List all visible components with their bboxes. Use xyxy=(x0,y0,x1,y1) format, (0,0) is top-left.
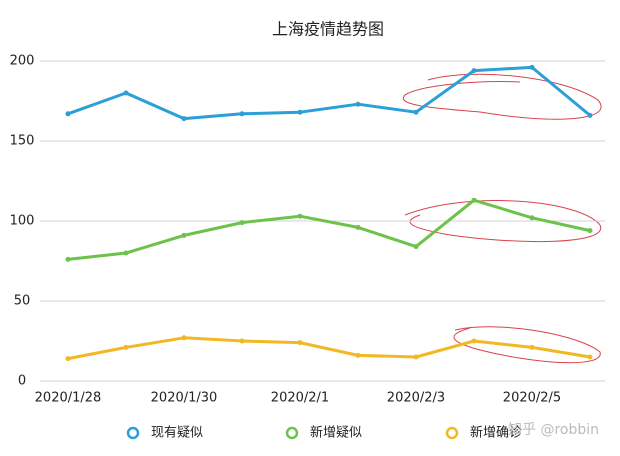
series-line xyxy=(67,336,591,361)
series-line xyxy=(67,65,591,121)
legend-marker xyxy=(126,426,140,440)
data-point xyxy=(529,64,535,70)
data-point xyxy=(239,338,245,344)
data-point xyxy=(413,109,419,115)
x-tick-label: 2020/1/28 xyxy=(35,391,102,406)
y-tick-label: 150 xyxy=(10,134,35,149)
data-point xyxy=(413,354,419,360)
x-tick-label: 2020/2/3 xyxy=(387,391,445,406)
data-point xyxy=(355,101,361,107)
data-point xyxy=(355,352,361,358)
data-point xyxy=(65,256,71,262)
watermark: 知乎 @robbin xyxy=(508,421,599,438)
data-point xyxy=(181,116,187,122)
x-tick-label: 2020/2/1 xyxy=(271,391,329,406)
data-point xyxy=(471,197,477,203)
legend-marker xyxy=(285,426,299,440)
data-point xyxy=(65,111,71,117)
data-point xyxy=(239,111,245,117)
data-point xyxy=(123,250,129,256)
legend-label: 现有疑似 xyxy=(151,425,203,441)
data-point xyxy=(297,340,303,346)
y-tick-label: 0 xyxy=(18,374,26,389)
data-point xyxy=(123,90,129,96)
y-tick-label: 100 xyxy=(10,214,35,229)
x-tick-label: 2020/2/5 xyxy=(503,391,561,406)
data-point xyxy=(471,68,477,74)
data-point xyxy=(181,335,187,341)
data-point xyxy=(529,344,535,350)
y-tick-label: 200 xyxy=(10,54,35,69)
data-point xyxy=(297,109,303,115)
legend-label: 新增疑似 xyxy=(310,425,362,441)
data-point xyxy=(297,213,303,219)
data-point xyxy=(355,224,361,230)
data-point xyxy=(181,232,187,238)
legend-label: 新增确诊 xyxy=(470,425,522,441)
data-point xyxy=(529,215,535,221)
chart-title: 上海疫情趋势图 xyxy=(272,20,384,39)
data-point xyxy=(587,354,593,360)
legend-marker xyxy=(445,426,459,440)
series-line xyxy=(67,198,591,261)
data-point xyxy=(123,344,129,350)
data-point xyxy=(587,112,593,118)
x-tick-label: 2020/1/30 xyxy=(151,391,218,406)
data-point xyxy=(471,338,477,344)
data-point xyxy=(65,356,71,362)
annotation-scribbles xyxy=(402,73,602,364)
data-point xyxy=(413,244,419,250)
data-point xyxy=(239,220,245,226)
y-tick-label: 50 xyxy=(14,294,31,309)
data-point xyxy=(587,228,593,234)
